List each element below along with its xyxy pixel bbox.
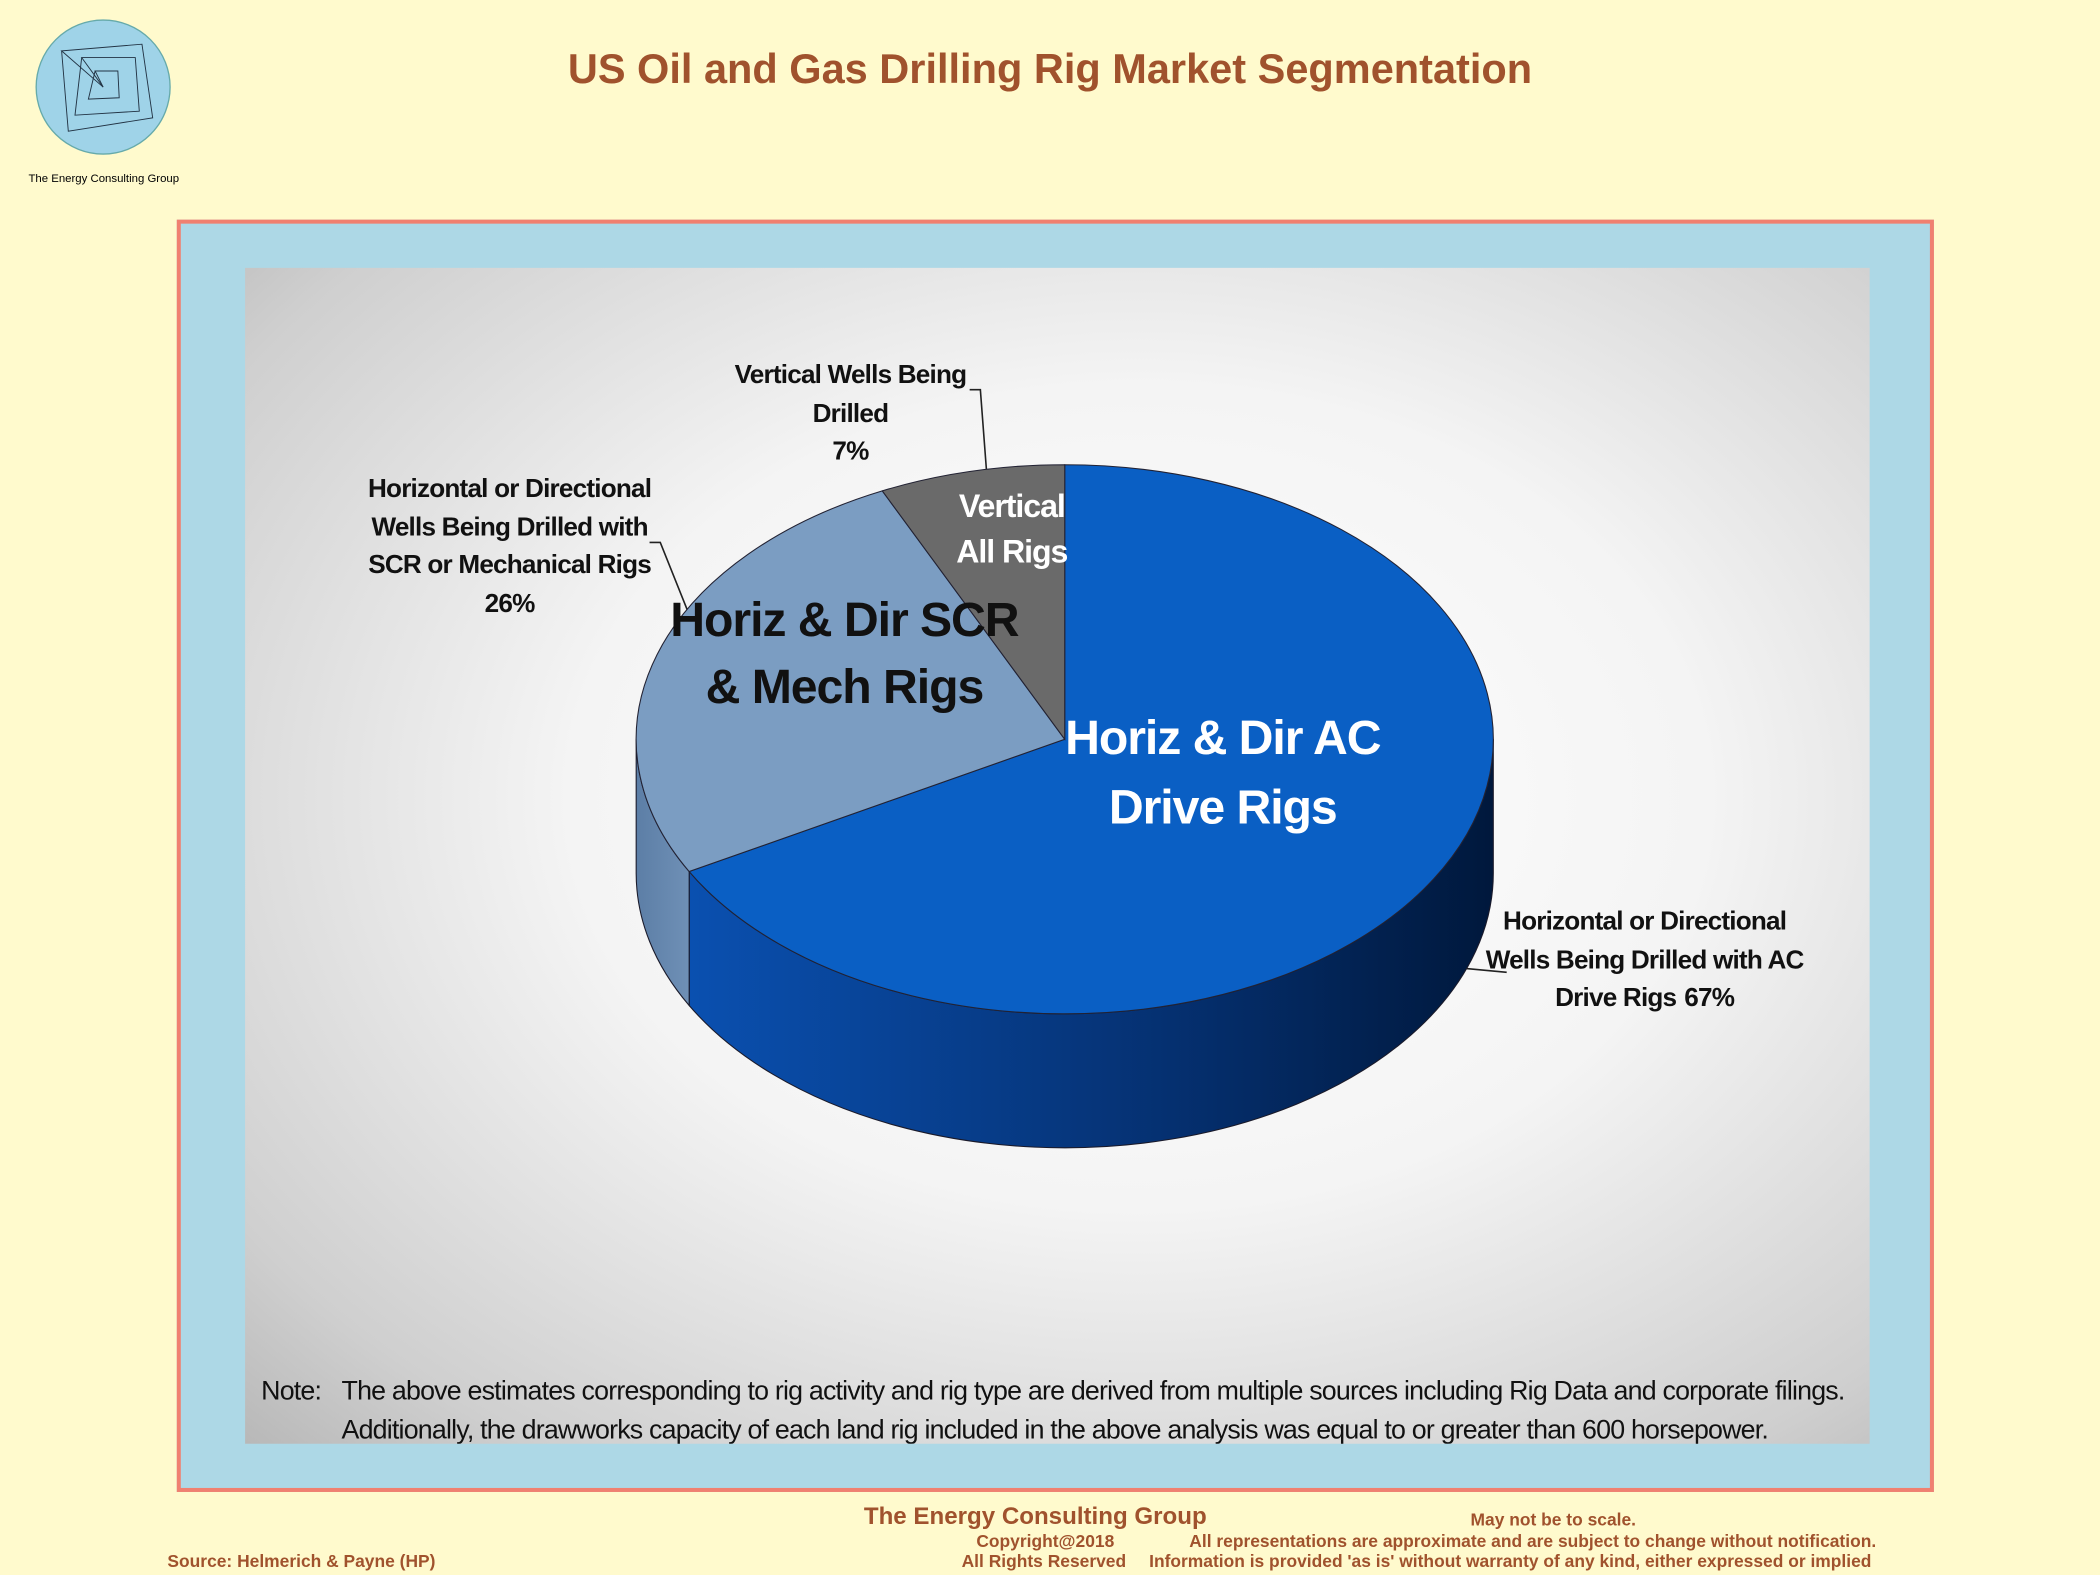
slice-inner-label: Vertical All Rigs <box>956 488 1068 571</box>
slice-label: Vertical Wells Being Drilled 7% <box>717 356 985 471</box>
slice-inner-label: Horiz & Dir AC Drive Rigs <box>1065 709 1381 835</box>
leader-lines <box>649 388 1507 974</box>
pie-slice <box>688 464 1494 1015</box>
footer-scale: May not be to scale. <box>1470 1509 1637 1530</box>
pie-chart <box>635 388 1507 1149</box>
pie-slice <box>635 490 1066 873</box>
logo-text: The Energy Consulting Group <box>28 171 180 185</box>
chart-panel: Horiz & Dir AC Drive Rigs Horizontal or D… <box>245 267 1870 1444</box>
footer-source: Source: Helmerich & Payne (HP) <box>167 1550 436 1571</box>
footer-disclaimer1: All representations are approximate and … <box>1189 1530 1877 1551</box>
footer-disclaimer2: Information is provided 'as is' without … <box>1149 1550 1872 1571</box>
footer-company: The Energy Consulting Group <box>863 1502 1207 1530</box>
slice-category: Vertical Wells Being Drilled <box>734 360 967 428</box>
slice-label: Horizontal or Directional Wells Being Dr… <box>1484 903 1805 1018</box>
slice-value-label: 67% <box>1684 983 1735 1013</box>
note-text: Additionally, the drawworks capacity of … <box>341 1415 1769 1444</box>
slice-category: Horizontal or Directional Wells Being Dr… <box>367 474 652 580</box>
slice-value-label: 26% <box>484 588 536 619</box>
logo <box>35 19 171 155</box>
frame: Horiz & Dir AC Drive Rigs Horizontal or D… <box>176 219 1934 1492</box>
note-text: The above estimates corresponding to rig… <box>341 1376 1846 1407</box>
footer-rights: All Rights Reserved <box>961 1550 1127 1571</box>
note-label: Note: <box>261 1376 322 1407</box>
slice-label: Horizontal or Directional Wells Being Dr… <box>352 470 667 623</box>
slice-inner-label: Horiz & Dir SCR & Mech Rigs <box>670 591 1019 714</box>
pie-slice <box>881 464 1066 741</box>
slice-value-label: 7% <box>832 436 869 467</box>
footer-copyright: Copyright@2018 <box>976 1530 1115 1551</box>
slice-category: Horizontal or Directional Wells Being Dr… <box>1485 906 1805 1013</box>
chart-title: US Oil and Gas Drilling Rig Market Segme… <box>567 45 1533 93</box>
